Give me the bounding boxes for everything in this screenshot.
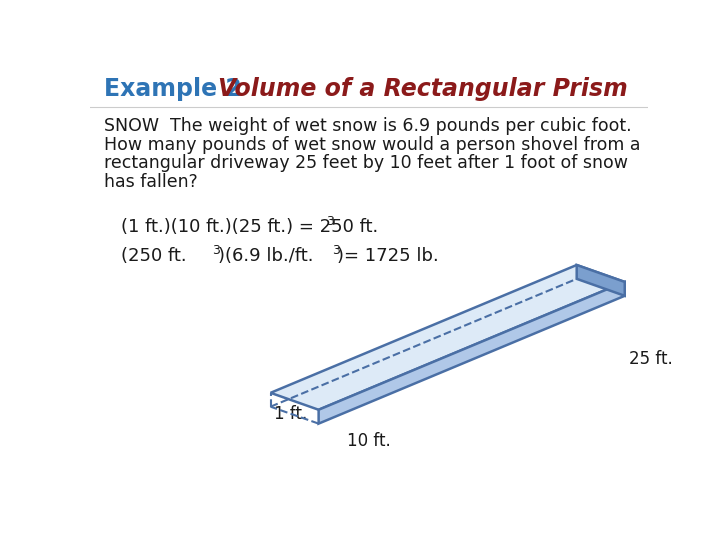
Polygon shape	[577, 265, 625, 296]
Text: 3: 3	[212, 244, 220, 257]
Text: 1 ft.: 1 ft.	[274, 404, 307, 423]
Text: (250 ft.: (250 ft.	[121, 247, 186, 265]
Text: 25 ft.: 25 ft.	[629, 350, 672, 368]
Text: )(6.9 lb./ft.: )(6.9 lb./ft.	[218, 247, 313, 265]
Text: )= 1725 lb.: )= 1725 lb.	[337, 247, 439, 265]
Text: (1 ft.)(10 ft.)(25 ft.) = 250 ft.: (1 ft.)(10 ft.)(25 ft.) = 250 ft.	[121, 218, 378, 235]
Text: has fallen?: has fallen?	[104, 173, 198, 191]
Text: rectangular driveway 25 feet by 10 feet after 1 foot of snow: rectangular driveway 25 feet by 10 feet …	[104, 154, 628, 172]
Polygon shape	[271, 265, 625, 410]
Text: Example 2: Example 2	[104, 77, 242, 102]
Text: Volume of a Rectangular Prism: Volume of a Rectangular Prism	[218, 77, 628, 102]
Polygon shape	[319, 282, 625, 423]
Text: 10 ft.: 10 ft.	[347, 431, 391, 450]
Text: 3: 3	[326, 214, 334, 228]
Text: How many pounds of wet snow would a person shovel from a: How many pounds of wet snow would a pers…	[104, 136, 641, 154]
Text: SNOW  The weight of wet snow is 6.9 pounds per cubic foot.: SNOW The weight of wet snow is 6.9 pound…	[104, 117, 631, 136]
Text: 3: 3	[332, 244, 340, 257]
